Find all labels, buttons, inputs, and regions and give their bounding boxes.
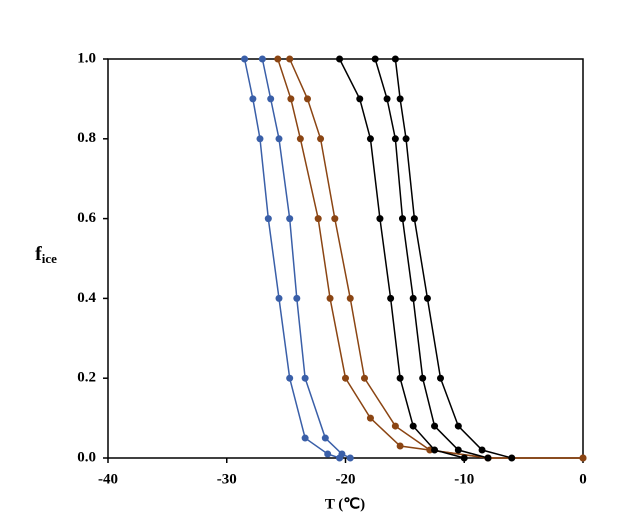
plot-frame [107, 58, 584, 459]
data-point [484, 454, 492, 462]
data-point [275, 135, 283, 143]
x-tick-label: -20 [336, 471, 356, 487]
data-point [301, 374, 309, 382]
data-point [376, 215, 384, 223]
y-label-main: f [35, 243, 42, 265]
data-point [256, 135, 264, 143]
y-tick-label: 0.2 [77, 370, 96, 386]
data-point [454, 446, 462, 454]
data-point [326, 294, 334, 302]
data-point [383, 95, 391, 103]
data-point [460, 454, 468, 462]
series-line [243, 58, 340, 459]
data-point [391, 55, 399, 63]
data-point [317, 135, 325, 143]
data-point [314, 215, 322, 223]
data-point [366, 414, 374, 422]
x-tick-label: -30 [217, 471, 237, 487]
x-tick-label: -40 [98, 471, 118, 487]
data-point [267, 95, 275, 103]
data-point [286, 55, 294, 63]
data-point [508, 454, 516, 462]
data-point [338, 450, 346, 458]
data-point [296, 135, 304, 143]
series-line [374, 58, 489, 459]
data-point [304, 95, 311, 103]
y-tick-label: 0.6 [77, 210, 96, 226]
x-axis-label: T (℃) [325, 496, 365, 512]
data-point [301, 434, 309, 442]
data-point [478, 446, 486, 454]
y-tick-label: 1.0 [77, 50, 96, 66]
data-point [293, 294, 301, 302]
data-point [324, 450, 332, 458]
data-point [342, 374, 349, 382]
y-tick-label: 0.8 [77, 130, 96, 146]
data-point [275, 294, 283, 302]
data-point [437, 374, 444, 382]
y-tick-label: 0.4 [77, 290, 96, 306]
data-point [396, 374, 404, 382]
data-point [336, 55, 344, 63]
data-point [399, 215, 406, 223]
data-point [346, 294, 354, 302]
x-tick-label: -10 [454, 471, 474, 487]
data-point [387, 294, 395, 302]
data-point [258, 55, 266, 63]
y-label-sub: ice [42, 251, 57, 266]
data-point [391, 422, 399, 430]
data-point [409, 422, 417, 430]
data-point [366, 135, 374, 143]
y-tick-label: 0.0 [77, 449, 96, 465]
data-point [431, 422, 439, 430]
series-line [289, 58, 583, 459]
series-line [394, 58, 512, 459]
data-point [274, 55, 282, 63]
data-point [431, 446, 439, 454]
data-point [409, 294, 417, 302]
data-point [423, 294, 431, 302]
data-point [396, 95, 404, 103]
data-point [264, 215, 272, 223]
data-point [396, 442, 404, 450]
data-point [371, 55, 379, 63]
series-line [261, 58, 351, 459]
data-point [361, 374, 368, 382]
data-point [391, 135, 399, 143]
data-point [286, 374, 294, 382]
y-axis-label: fice [35, 243, 57, 266]
x-tick-label: 0 [579, 471, 587, 487]
data-point [579, 454, 587, 462]
data-point [346, 454, 354, 462]
data-point [410, 215, 418, 223]
data-point [402, 135, 410, 143]
data-point [419, 374, 427, 382]
data-point [249, 95, 257, 103]
data-point [356, 95, 364, 103]
data-point [287, 95, 295, 103]
series-line [277, 58, 583, 459]
data-point [454, 422, 462, 430]
data-point [321, 434, 329, 442]
data-point [241, 55, 249, 63]
data-point [331, 215, 339, 223]
data-point [286, 215, 294, 223]
